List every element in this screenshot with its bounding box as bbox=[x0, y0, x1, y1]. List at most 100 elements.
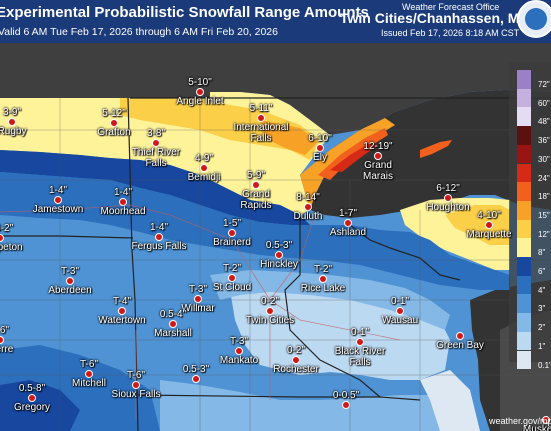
city-marker[interactable] bbox=[456, 332, 464, 340]
legend-swatch bbox=[517, 200, 531, 220]
legend-swatch bbox=[517, 144, 531, 164]
city-snow-amount: 0.5-3" bbox=[182, 364, 210, 375]
city-marker[interactable] bbox=[194, 295, 202, 303]
legend-swatch bbox=[517, 294, 531, 314]
city-marker[interactable] bbox=[192, 375, 200, 383]
city-name: International Falls bbox=[233, 122, 289, 144]
legend-label: 15" bbox=[538, 210, 550, 220]
city-snow-amount: T-2" bbox=[223, 263, 241, 274]
city-marker[interactable] bbox=[257, 114, 265, 122]
city-marker[interactable] bbox=[542, 416, 550, 424]
legend-swatch bbox=[517, 70, 531, 89]
city-marker[interactable] bbox=[356, 338, 364, 346]
city-snow-amount: T-2" bbox=[314, 264, 332, 275]
legend-label: 72" bbox=[538, 80, 550, 89]
city-name: Ashland bbox=[329, 227, 367, 238]
office-label: Weather Forecast Office bbox=[402, 2, 500, 12]
city-marker[interactable] bbox=[152, 139, 160, 147]
city-marker[interactable] bbox=[54, 196, 62, 204]
iowa-light bbox=[420, 370, 480, 431]
city-marker[interactable] bbox=[228, 229, 236, 237]
city-marker[interactable] bbox=[342, 401, 350, 409]
issued-time: Issued Feb 17, 2026 8:18 AM CST bbox=[381, 28, 520, 38]
city-marker[interactable] bbox=[292, 356, 300, 364]
city-marker[interactable] bbox=[235, 347, 243, 355]
legend-label: 48" bbox=[538, 117, 550, 127]
city-marker[interactable] bbox=[155, 233, 163, 241]
city-marker[interactable] bbox=[275, 251, 283, 259]
up-band-12in bbox=[445, 205, 510, 245]
city-marker[interactable] bbox=[316, 144, 324, 152]
legend-swatch bbox=[517, 313, 531, 332]
band-2in bbox=[210, 270, 450, 330]
city-marker[interactable] bbox=[132, 381, 140, 389]
legend-label: 24" bbox=[538, 173, 550, 183]
city-name: Marshall bbox=[154, 328, 192, 339]
band-15in bbox=[260, 120, 318, 155]
city-marker[interactable] bbox=[319, 275, 327, 283]
office-location: Twin Cities/Chanhassen, MN bbox=[340, 10, 530, 26]
city-name: Angle Inlet bbox=[176, 96, 224, 107]
city-marker[interactable] bbox=[200, 164, 208, 172]
city-marker[interactable] bbox=[228, 274, 236, 282]
city-marker[interactable] bbox=[169, 320, 177, 328]
city-snow-amount: 1-4" bbox=[48, 185, 68, 196]
city-snow-amount: T-3" bbox=[61, 266, 79, 277]
city-name: Aberdeen bbox=[48, 285, 92, 296]
city-snow-amount: 0-2" bbox=[260, 296, 280, 307]
city-marker[interactable] bbox=[118, 307, 126, 315]
snowfall-legend: 72" 60" 48" 36" 30" 24" 18" 15" 12" 8" 6" 4" 3" 2" 1" 0… bbox=[509, 62, 551, 370]
city-marker[interactable] bbox=[304, 203, 312, 211]
city-name: Rugby bbox=[0, 126, 27, 137]
city-marker[interactable] bbox=[252, 181, 260, 189]
city-marker[interactable] bbox=[196, 88, 204, 96]
city-snow-amount: 1-4" bbox=[149, 222, 169, 233]
city-snow-amount: 0-1" bbox=[350, 327, 370, 338]
legend-swatch bbox=[517, 126, 531, 145]
city-marker[interactable] bbox=[85, 370, 93, 378]
legend-swatch bbox=[517, 88, 531, 108]
city-name: Ely bbox=[313, 152, 327, 163]
city-marker[interactable] bbox=[344, 219, 352, 227]
city-name: Sioux Falls bbox=[111, 389, 161, 400]
city-marker[interactable] bbox=[374, 152, 382, 160]
website-credit[interactable]: weather.gov/mpx bbox=[489, 416, 551, 426]
city-marker[interactable] bbox=[8, 118, 16, 126]
city-marker[interactable] bbox=[485, 221, 493, 229]
city-marker[interactable] bbox=[396, 307, 404, 315]
city-snow-amount: 0.5-2" bbox=[0, 223, 14, 234]
band-12in bbox=[120, 98, 320, 160]
city-marker[interactable] bbox=[119, 198, 127, 206]
page-title: Experimental Probabilistic Snowfall Rang… bbox=[0, 4, 369, 21]
city-marker[interactable] bbox=[66, 277, 74, 285]
band-4in bbox=[0, 172, 510, 290]
city-marker[interactable] bbox=[444, 194, 452, 202]
city-name: Twin Cities bbox=[245, 315, 295, 326]
city-snow-amount: 6-10" bbox=[308, 133, 332, 144]
city-name: Grand Marais bbox=[362, 160, 393, 182]
legend-label: 1" bbox=[538, 341, 546, 351]
shore-24in bbox=[330, 143, 378, 172]
city-name: Brainerd bbox=[213, 237, 251, 248]
city-name: Watertown bbox=[98, 315, 146, 326]
legend-label: 8" bbox=[538, 248, 546, 258]
city-name: St Cloud bbox=[212, 282, 252, 293]
city-marker[interactable] bbox=[266, 307, 274, 315]
legend-swatch bbox=[517, 182, 531, 201]
city-snow-amount: T-4" bbox=[113, 296, 131, 307]
legend-swatch bbox=[517, 331, 531, 351]
city-marker[interactable] bbox=[110, 119, 118, 127]
city-marker[interactable] bbox=[28, 394, 36, 402]
legend-swatch bbox=[517, 275, 531, 295]
city-name: Black River Falls bbox=[334, 346, 386, 368]
legend-swatch bbox=[517, 163, 531, 183]
band-6in bbox=[0, 150, 310, 225]
city-snow-amount: 12-19" bbox=[363, 141, 393, 152]
city-snow-amount: 0.5-4" bbox=[159, 309, 187, 320]
legend-label: 36" bbox=[538, 136, 550, 146]
city-name: Willmar bbox=[181, 303, 215, 314]
county-lines bbox=[0, 98, 551, 431]
city-snow-amount: 8-14" bbox=[296, 192, 320, 203]
legend-label: 60" bbox=[538, 98, 550, 108]
